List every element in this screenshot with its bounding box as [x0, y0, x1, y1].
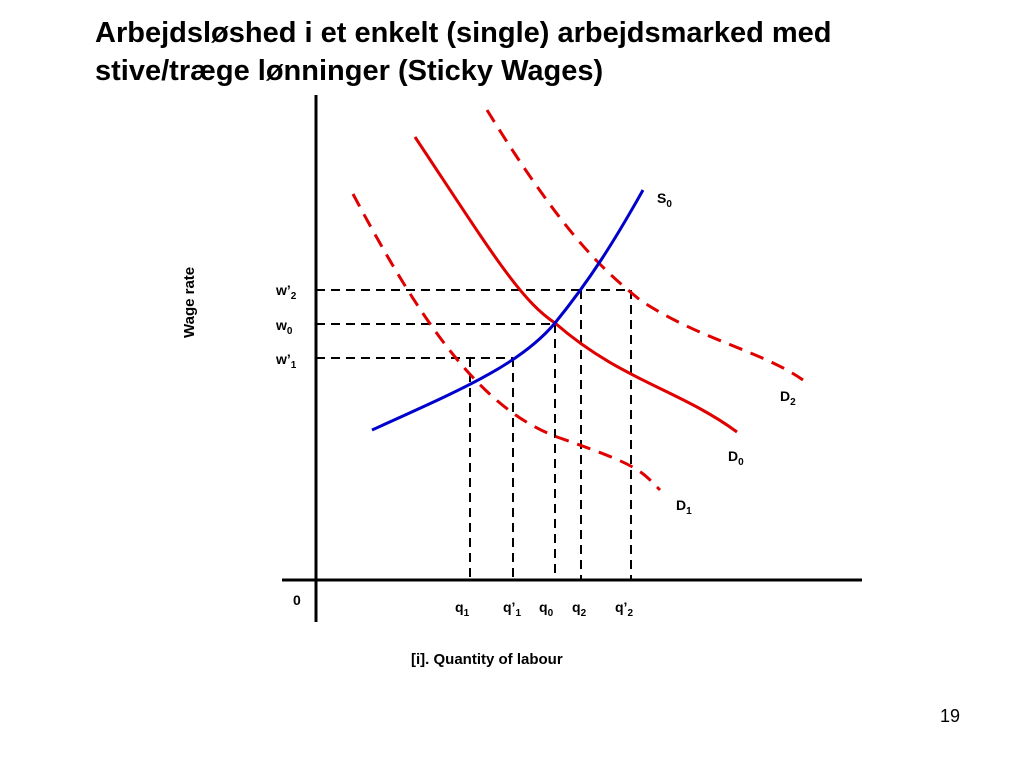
supply-curve-s0 [371, 189, 645, 432]
label-w1-prime: w’1 [275, 351, 297, 371]
label-w0: w0 [275, 317, 293, 337]
label-q1: q1 [455, 599, 470, 619]
page-number: 19 [939, 706, 961, 726]
title-line-2: stive/træge lønninger (Sticky Wages) [95, 55, 604, 87]
label-q1-prime: q’1 [503, 599, 521, 619]
y-axis-title: Wage rate [181, 267, 198, 338]
label-d2: D2 [780, 388, 796, 408]
label-s0: S0 [657, 190, 672, 210]
origin-label: 0 [293, 592, 301, 608]
demand-curve-d2 [485, 109, 804, 382]
label-d0: D0 [728, 448, 744, 468]
label-d1: D1 [676, 497, 692, 517]
title-line-1: Arbejdsløshed i et enkelt (single) arbej… [95, 17, 832, 49]
guide-lines [316, 289, 632, 580]
x-axis-title: [i]. Quantity of labour [411, 651, 563, 668]
label-q0: q0 [539, 599, 554, 619]
label-w2-prime: w’2 [275, 282, 297, 302]
slide-title: Arbejdsløshed i et enkelt (single) arbej… [95, 14, 955, 90]
label-q2: q2 [572, 599, 587, 619]
label-q2-prime: q’2 [615, 599, 633, 619]
demand-curve-d1 [351, 193, 662, 492]
